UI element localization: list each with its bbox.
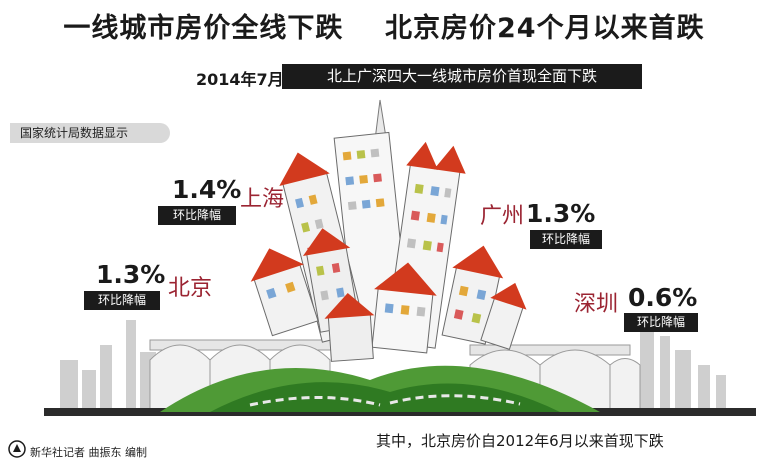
guangzhou-city-name: 广州 bbox=[480, 204, 525, 229]
footnote: 其中，北京房价自2012年6月以来首现下跌 bbox=[376, 432, 664, 450]
guangzhou-value: 1.3% bbox=[526, 199, 596, 228]
date-label: 2014年7月 bbox=[196, 70, 284, 89]
xinhua-logo-icon bbox=[8, 440, 26, 458]
beijing-value: 1.3% bbox=[96, 260, 166, 289]
page-title: 一线城市房价全线下跌 北京房价24个月以来首跌 bbox=[63, 13, 705, 44]
guangzhou-tag: 环比降幅 bbox=[530, 230, 602, 249]
shanghai-tag: 环比降幅 bbox=[158, 206, 236, 225]
subtitle-banner: 北上广深四大一线城市房价首现全面下跌 bbox=[282, 64, 642, 89]
shanghai-value: 1.4% bbox=[172, 175, 242, 204]
beijing-tag: 环比降幅 bbox=[84, 291, 160, 310]
shenzhen-city-name: 深圳 bbox=[574, 292, 619, 317]
shanghai-city-name: 上海 bbox=[240, 187, 285, 212]
tilted-buildings bbox=[250, 99, 527, 362]
beijing-city-name: 北京 bbox=[168, 276, 213, 301]
green-hills bbox=[160, 365, 600, 412]
shenzhen-value: 0.6% bbox=[628, 283, 698, 312]
background-skyline bbox=[60, 320, 726, 410]
shenzhen-tag: 环比降幅 bbox=[624, 313, 698, 332]
source-label: 国家统计局数据显示 bbox=[10, 123, 170, 143]
credit-line: 新华社记者 曲振东 编制 bbox=[30, 446, 147, 459]
